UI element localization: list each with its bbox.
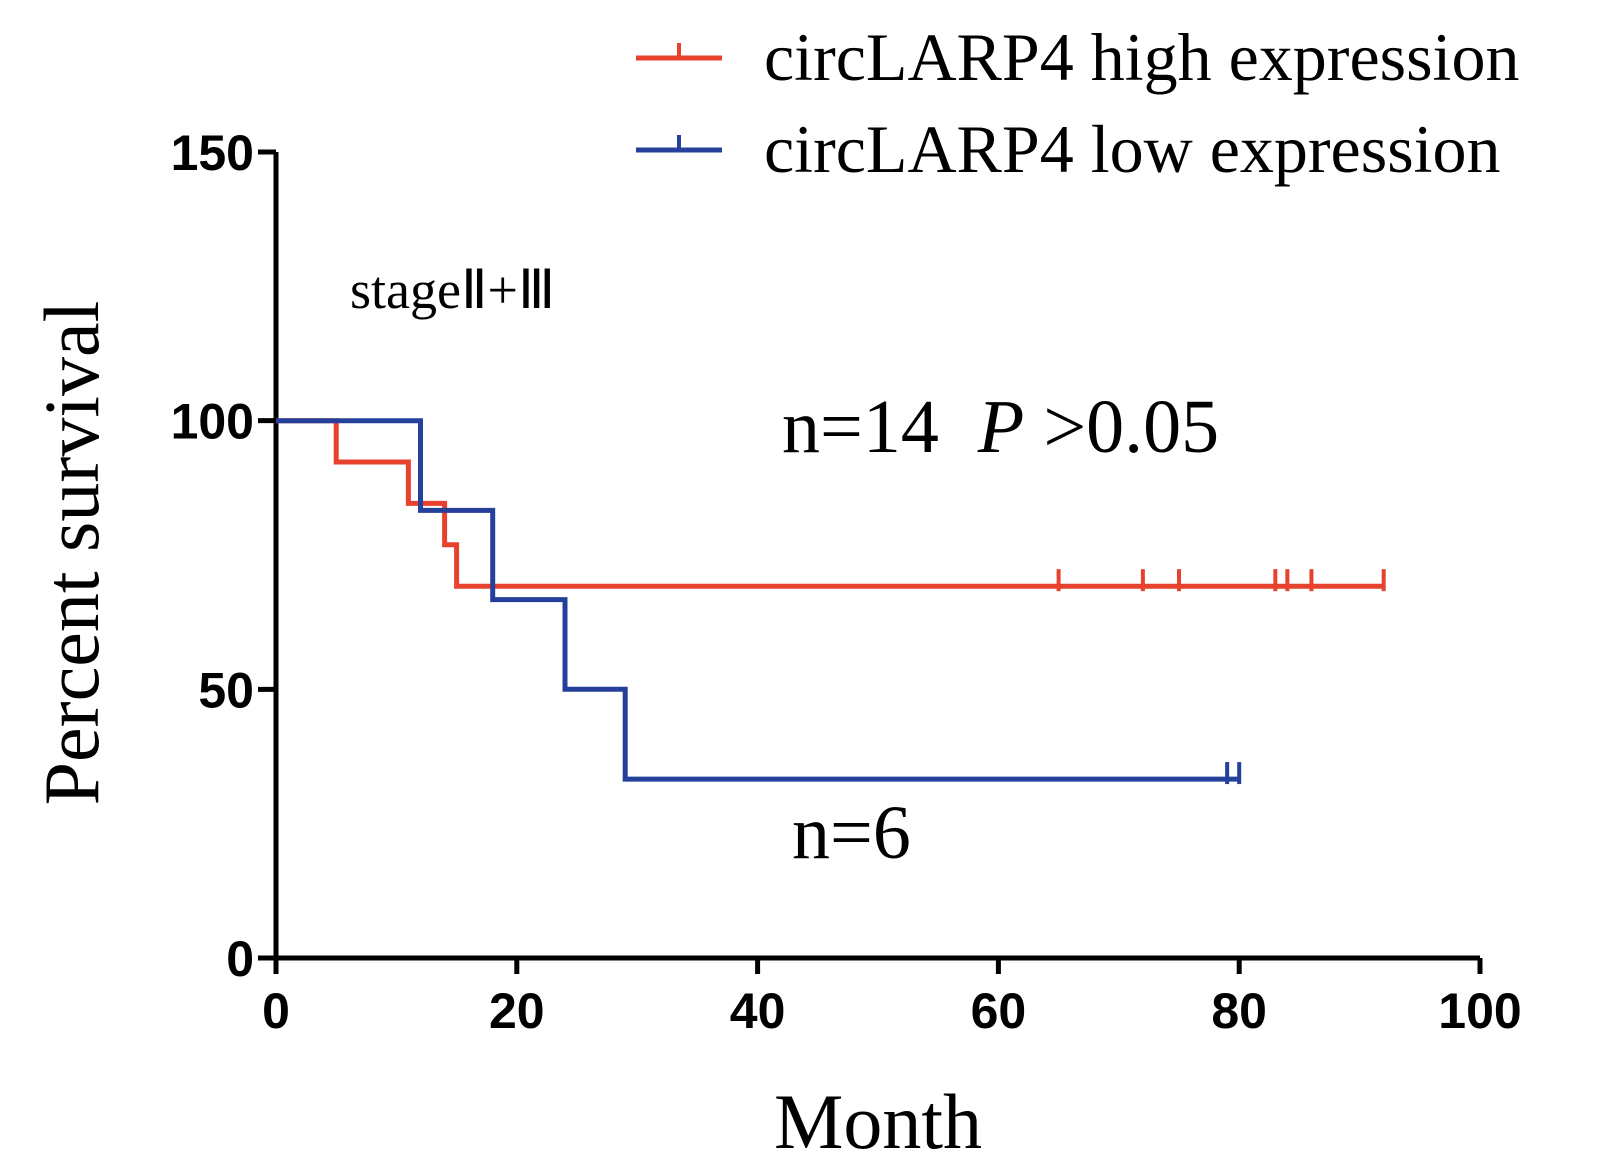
x-axis-title: Month bbox=[774, 1078, 982, 1154]
y-tick-label: 100 bbox=[171, 394, 254, 450]
n-low-annotation: n=6 bbox=[792, 791, 911, 875]
series-layer bbox=[276, 418, 1386, 785]
p-letter: P bbox=[977, 385, 1024, 469]
legend: circLARP4 high expression circLARP4 low … bbox=[636, 19, 1519, 187]
x-tick-label: 80 bbox=[1211, 983, 1267, 1039]
x-tick-label: 100 bbox=[1438, 983, 1521, 1039]
y-axis-title: Percent survival bbox=[28, 301, 115, 806]
series-1 bbox=[276, 418, 1242, 785]
ticks: 0 20 40 60 80 100 0 50 100 150 bbox=[171, 125, 1522, 1039]
stage-annotation: stageⅡ+Ⅲ bbox=[350, 260, 555, 320]
x-tick-label: 60 bbox=[971, 983, 1027, 1039]
survival-curve bbox=[276, 418, 1240, 782]
n-high-annotation: n=14 P >0.05 bbox=[782, 385, 1219, 469]
p-value-text: >0.05 bbox=[1043, 385, 1219, 469]
legend-label-low: circLARP4 low expression bbox=[764, 111, 1501, 187]
y-tick-label: 150 bbox=[171, 125, 254, 181]
x-tick-label: 40 bbox=[730, 983, 786, 1039]
series-0 bbox=[276, 418, 1386, 592]
y-tick-label: 0 bbox=[226, 931, 254, 987]
survival-curve bbox=[276, 418, 1384, 589]
axes bbox=[273, 152, 1480, 961]
y-tick-label: 50 bbox=[198, 662, 254, 718]
x-tick-label: 20 bbox=[489, 983, 545, 1039]
x-tick-label: 0 bbox=[262, 983, 290, 1039]
n-high-text: n=14 bbox=[782, 385, 939, 469]
legend-label-high: circLARP4 high expression bbox=[764, 19, 1519, 95]
